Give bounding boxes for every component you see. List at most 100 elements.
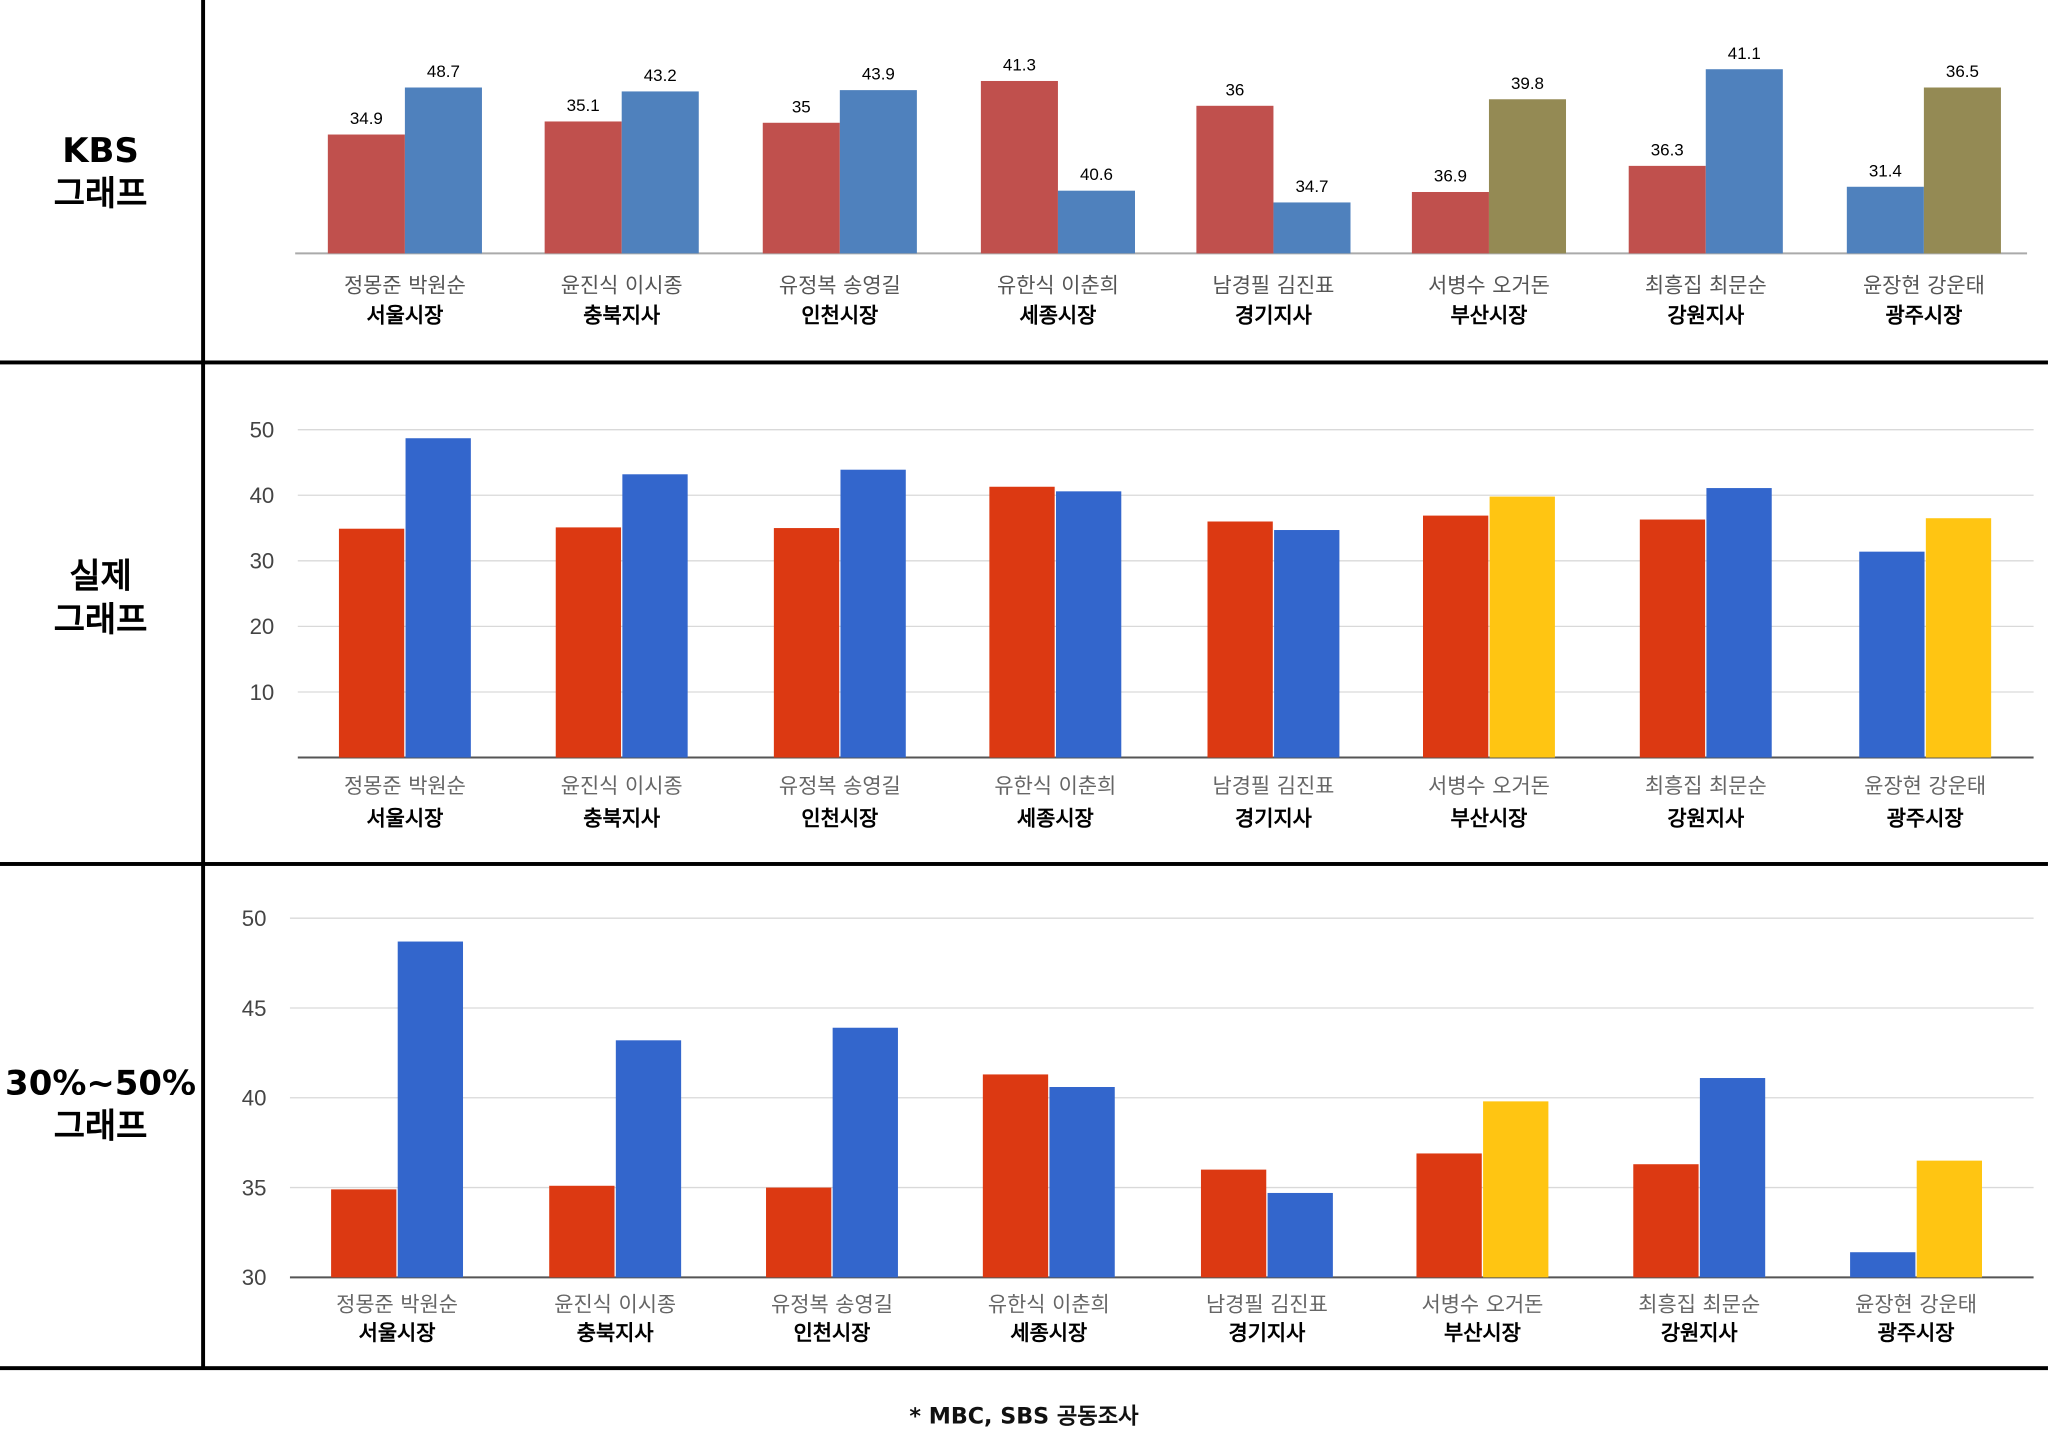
section-label-line: 30%~50% <box>5 1064 197 1104</box>
section-label-line: 그래프 <box>53 600 148 640</box>
bar <box>1273 202 1351 254</box>
bar <box>1267 1192 1333 1278</box>
bar <box>1923 87 2001 254</box>
bar <box>980 80 1058 254</box>
tick-label-region: 서울시장 <box>366 806 443 830</box>
bar <box>397 941 464 1278</box>
bar <box>839 90 917 254</box>
bar <box>1916 1160 1983 1278</box>
tick-label-candidates: 윤장현 강운태 <box>1864 774 1986 798</box>
data-label: 36.5 <box>1946 62 1979 81</box>
bar <box>982 1074 1049 1278</box>
row-divider <box>0 862 2048 866</box>
tick-label-region: 부산시장 <box>1451 806 1528 830</box>
tick-label-region: 경기지사 <box>1229 1321 1307 1345</box>
tick-label-region: 광주시장 <box>1887 806 1964 830</box>
y-tick-label: 30 <box>242 1265 267 1290</box>
bar <box>1489 496 1555 758</box>
tick-label-region: 세종시장 <box>1020 304 1097 328</box>
tick-label-region: 인천시장 <box>801 304 878 328</box>
tick-label-candidates: 남경필 김진표 <box>1206 1292 1328 1316</box>
tick-label-region: 세종시장 <box>1017 806 1094 830</box>
section-label-kbs: KBS 그래프 <box>0 131 201 217</box>
tick-label-candidates: 윤장현 강운태 <box>1863 274 1985 298</box>
tick-label-region: 서울시장 <box>366 304 443 328</box>
tick-label-region: 광주시장 <box>1878 1321 1955 1345</box>
bar <box>1628 165 1706 254</box>
tick-label-candidates: 최흥집 최문순 <box>1645 774 1767 798</box>
section-label-zoomed: 30%~50% 그래프 <box>0 1063 201 1149</box>
bar <box>1705 69 1783 254</box>
bar <box>832 1027 898 1278</box>
bar <box>544 121 622 254</box>
y-tick-label: 10 <box>250 680 275 705</box>
bar <box>1049 1087 1115 1278</box>
bar <box>1925 518 1992 758</box>
tick-label-region: 인천시장 <box>801 806 878 830</box>
bar <box>1416 1153 1482 1278</box>
section-label-line: 그래프 <box>53 175 148 215</box>
tick-label-candidates: 유한식 이춘희 <box>997 274 1119 298</box>
y-tick-label: 45 <box>242 996 267 1021</box>
tick-label-candidates: 정몽준 박원순 <box>344 774 466 798</box>
data-label: 34.7 <box>1295 177 1328 196</box>
bar <box>1850 1252 1916 1278</box>
tick-label-region: 충북지사 <box>583 806 661 830</box>
tick-label-region: 강원지사 <box>1667 304 1745 328</box>
section-label-line: 그래프 <box>53 1107 148 1147</box>
bar <box>1411 191 1489 254</box>
y-tick-label: 50 <box>250 418 275 443</box>
bar <box>1488 99 1567 254</box>
y-tick-label: 40 <box>250 483 275 508</box>
bar <box>1200 1169 1267 1278</box>
tick-label-region: 충북지사 <box>577 1321 655 1345</box>
tick-label-candidates: 유정복 송영길 <box>779 774 901 798</box>
data-label: 39.8 <box>1511 74 1544 93</box>
tick-label-region: 세종시장 <box>1010 1321 1087 1345</box>
tick-label-region: 인천시장 <box>794 1321 871 1345</box>
tick-label-candidates: 최흥집 최문순 <box>1638 1292 1760 1316</box>
bar <box>1633 1164 1699 1278</box>
bar <box>989 486 1055 758</box>
tick-label-candidates: 윤장현 강운태 <box>1855 1292 1977 1316</box>
section-label-line: KBS <box>62 131 139 172</box>
tick-label-candidates: 서병수 오거돈 <box>1428 774 1550 798</box>
data-label: 35 <box>792 97 811 116</box>
bar <box>549 1185 615 1278</box>
bar <box>1422 515 1489 758</box>
bar <box>766 1187 832 1278</box>
bar <box>622 474 688 758</box>
data-label: 40.6 <box>1080 165 1113 184</box>
tick-label-candidates: 윤진식 이시종 <box>554 1292 676 1316</box>
bar <box>1483 1101 1549 1278</box>
tick-label-region: 서울시장 <box>359 1321 436 1345</box>
tick-label-candidates: 윤진식 이시종 <box>561 274 683 298</box>
tick-label-region: 충북지사 <box>583 304 661 328</box>
tick-label-region: 강원지사 <box>1661 1321 1739 1345</box>
y-tick-label: 35 <box>242 1175 267 1200</box>
tick-label-candidates: 유정복 송영길 <box>779 274 901 298</box>
bar <box>1057 190 1136 254</box>
bar <box>1207 521 1273 758</box>
tick-label-candidates: 서병수 오거돈 <box>1421 1292 1543 1316</box>
bar <box>1055 491 1122 758</box>
footnote: * MBC, SBS 공동조사 <box>909 1404 1139 1431</box>
tick-label-candidates: 유정복 송영길 <box>771 1292 893 1316</box>
bar <box>1846 186 1924 254</box>
tick-label-region: 경기지사 <box>1235 304 1313 328</box>
bar <box>621 91 699 254</box>
data-label: 34.9 <box>350 109 383 128</box>
tick-label-candidates: 윤진식 이시종 <box>561 774 683 798</box>
data-label: 41.1 <box>1728 44 1761 63</box>
column-divider <box>201 0 206 1369</box>
tick-label-candidates: 서병수 오거돈 <box>1428 274 1550 298</box>
tick-label-candidates: 정몽준 박원순 <box>344 274 466 298</box>
bar <box>1699 1078 1766 1278</box>
tick-label-region: 강원지사 <box>1667 806 1745 830</box>
data-label: 36 <box>1225 80 1244 99</box>
bar <box>404 87 482 254</box>
data-label: 35.1 <box>567 96 600 115</box>
bar <box>327 134 405 254</box>
